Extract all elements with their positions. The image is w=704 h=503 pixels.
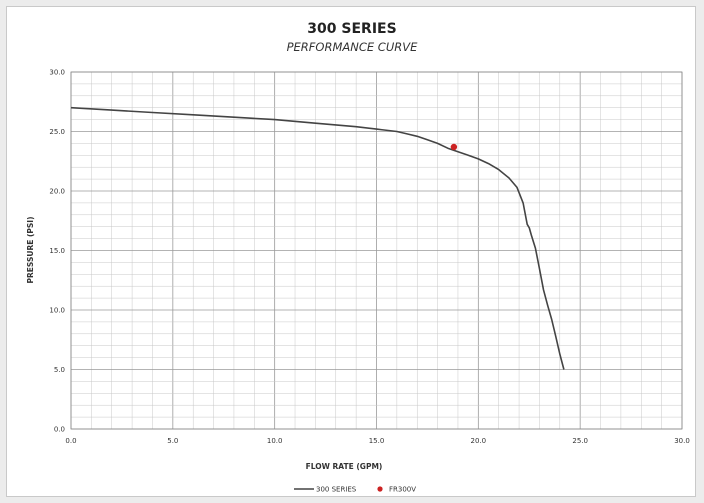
y-tick-label: 30.0 — [49, 69, 65, 77]
data-point-fr300v — [450, 143, 458, 151]
legend-point-swatch — [377, 486, 383, 492]
y-tick-label: 10.0 — [49, 307, 65, 315]
y-tick-label: 15.0 — [49, 247, 65, 255]
legend-label-series: 300 SERIES — [316, 486, 357, 494]
x-tick-label: 15.0 — [369, 437, 385, 445]
legend-label-point: FR300V — [389, 486, 416, 494]
x-tick-label: 25.0 — [572, 437, 588, 445]
x-tick-label: 10.0 — [267, 437, 283, 445]
x-tick-label: 20.0 — [471, 437, 487, 445]
chart-subtitle: PERFORMANCE CURVE — [287, 40, 418, 54]
chart-title: 300 SERIES — [307, 21, 396, 37]
series-line — [70, 106, 565, 370]
y-axis-title: PRESSURE (PSI) — [26, 216, 35, 283]
chart-frame: 300 SERIES PERFORMANCE CURVE 0.0 5.0 10.0 1… — [6, 6, 696, 497]
y-tick-label: 5.0 — [54, 366, 65, 374]
x-axis-title: FLOW RATE (GPM) — [306, 462, 383, 471]
x-tick-label: 30.0 — [674, 437, 690, 445]
series-layer — [70, 106, 565, 370]
y-tick-label: 20.0 — [49, 188, 65, 196]
legend: 300 SERIES FR300V — [294, 486, 416, 494]
plot-border — [70, 71, 683, 430]
x-tick-label: 5.0 — [167, 437, 178, 445]
y-tick-label: 25.0 — [49, 128, 65, 136]
x-tick-label: 0.0 — [65, 437, 76, 445]
grid — [70, 71, 683, 430]
y-tick-label: 0.0 — [54, 426, 65, 434]
performance-chart: 300 SERIES PERFORMANCE CURVE 0.0 5.0 10.0 1… — [26, 21, 690, 494]
tick-labels: 0.0 5.0 10.0 15.0 20.0 25.0 30.0 0.0 5.0 10.0 15.0… — [49, 69, 689, 446]
